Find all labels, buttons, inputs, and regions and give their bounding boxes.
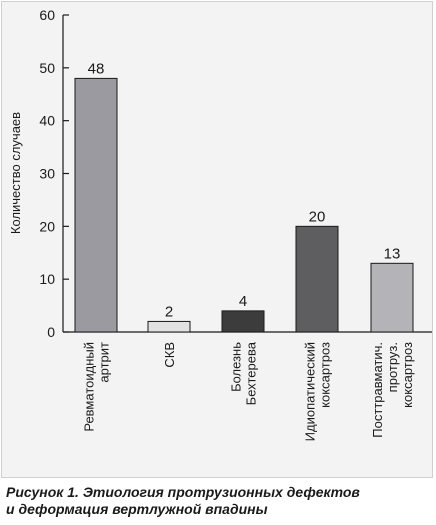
y-axis-title: Количество случаев (8, 112, 23, 234)
bar-value-label: 4 (239, 293, 247, 310)
caption-line-2: и деформация вертлужной впадины (6, 501, 268, 517)
category-label: Болезнь Бехтерева (229, 341, 259, 405)
category-label-line: коксартроз (318, 342, 333, 408)
category-label-line: Идиопатический (303, 342, 318, 441)
category-label-line: артрит (97, 342, 112, 383)
category-label: Посттравматич. протруз. коксартроз (370, 342, 415, 438)
bar-value-label: 2 (165, 303, 173, 320)
category-label: Ревматоидный артрит (82, 342, 112, 432)
value-labels: 48 2 4 20 13 (88, 60, 401, 320)
figure-caption: Рисунок 1. Этиология протрузионных дефек… (6, 484, 432, 518)
category-label-line: СКВ (162, 342, 177, 368)
category-label-line: коксартроз (400, 342, 415, 408)
bar (295, 225, 339, 333)
category-label-line: Болезнь (229, 342, 244, 392)
y-tick-label: 0 (47, 324, 55, 340)
y-tick-label: 30 (39, 166, 55, 182)
y-tick-label: 50 (39, 60, 55, 76)
bar (370, 262, 414, 333)
bars (74, 77, 414, 333)
category-label: СКВ (162, 342, 177, 368)
caption-line-1: Рисунок 1. Этиология протрузионных дефек… (6, 484, 360, 500)
y-tick-label: 60 (39, 7, 55, 23)
category-label-line: Посттравматич. (370, 342, 385, 438)
bar-value-label: 13 (384, 245, 401, 262)
category-labels: Ревматоидный артрит СКВ Болезнь Бехтерева Иди… (82, 341, 416, 441)
y-tick-label: 20 (39, 218, 55, 234)
bar (74, 77, 118, 333)
bar-value-label: 48 (88, 60, 105, 77)
category-label-line: Бехтерева (244, 341, 259, 405)
y-tick-label: 10 (39, 271, 55, 287)
bar-chart: 0 10 20 30 40 50 60 48 2 4 20 13 Ревматоидный артри… (8, 7, 432, 441)
bar (221, 310, 265, 333)
category-label-line: Ревматоидный (82, 342, 97, 432)
bar-value-label: 20 (309, 208, 326, 225)
category-label-line: протруз. (385, 342, 400, 392)
figure-frame (1, 1, 433, 478)
y-ticks: 0 10 20 30 40 50 60 (39, 7, 69, 340)
category-label: Идиопатический коксартроз (303, 342, 333, 441)
bar (147, 320, 191, 333)
y-tick-label: 40 (39, 113, 55, 129)
